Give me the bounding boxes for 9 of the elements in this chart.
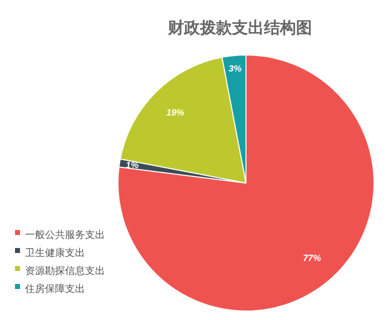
data-label: 77%: [303, 252, 322, 263]
data-label: 19%: [166, 107, 184, 118]
legend-label: 一般公共服务支出: [25, 229, 105, 242]
legend-label: 资源勘探信息支出: [25, 265, 105, 278]
chart-title: 财政拨款支出结构图: [167, 19, 312, 37]
data-label: 3%: [228, 63, 242, 74]
legend-label: 住房保障支出: [25, 283, 85, 296]
legend-label: 卫生健康支出: [25, 247, 85, 260]
data-label: 1%: [126, 160, 139, 170]
